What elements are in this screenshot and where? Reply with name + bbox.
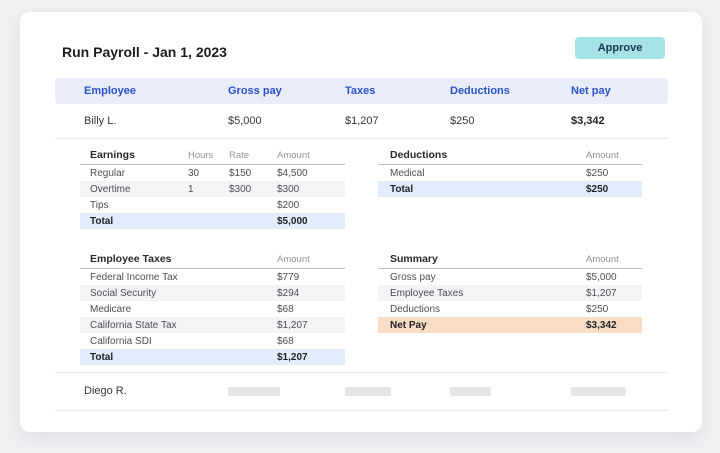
row-label: Total xyxy=(90,352,114,363)
column-header-deductions: Deductions xyxy=(450,85,510,97)
divider xyxy=(55,410,668,411)
placeholder-bar-gross-pay xyxy=(228,387,280,396)
row-amount: $5,000 xyxy=(277,216,308,227)
row-amount: $250 xyxy=(586,168,609,179)
table-row: Medicare $68 xyxy=(80,301,345,317)
placeholder-bar-taxes xyxy=(345,387,391,396)
row-amount: $300 xyxy=(277,184,300,195)
row-amount: $5,000 xyxy=(586,272,617,283)
table-row: California State Tax $1,207 xyxy=(80,317,345,333)
divider xyxy=(55,138,668,139)
row-label: Medical xyxy=(390,168,425,179)
table-row: California SDI $68 xyxy=(80,333,345,349)
payroll-card: Run Payroll - Jan 1, 2023 Approve Employ… xyxy=(20,12,702,432)
table-row: Deductions $250 xyxy=(378,301,642,317)
table-total-row: Total $250 xyxy=(378,181,642,197)
row-label: Gross pay xyxy=(390,272,436,283)
row-label: Deductions xyxy=(390,304,441,315)
earnings-col-hours: Hours xyxy=(188,150,214,161)
table-row: Overtime 1 $300 $300 xyxy=(80,181,345,197)
row-label: Net Pay xyxy=(390,320,427,331)
employee-name: Diego R. xyxy=(84,385,127,397)
row-amount: $4,500 xyxy=(277,168,308,179)
net-pay-row: Net Pay $3,342 xyxy=(378,317,642,333)
row-amount: $250 xyxy=(586,184,609,195)
row-label: Medicare xyxy=(90,304,132,315)
earnings-table-header: Earnings Hours Rate Amount xyxy=(80,146,345,165)
row-label: Federal Income Tax xyxy=(90,272,178,283)
deductions-value: $250 xyxy=(450,115,475,127)
summary-table-header: Summary Amount xyxy=(378,250,642,269)
summary-col-amount: Amount xyxy=(586,254,619,265)
summary-table: Summary Amount Gross pay $5,000 Employee… xyxy=(378,250,642,333)
earnings-table: Earnings Hours Rate Amount Regular 30 $1… xyxy=(80,146,345,229)
row-label: Social Security xyxy=(90,288,157,299)
employee-row-diego[interactable]: Diego R. xyxy=(55,372,668,410)
row-amount: $250 xyxy=(586,304,609,315)
row-label: Overtime xyxy=(90,184,131,195)
row-label: Employee Taxes xyxy=(390,288,464,299)
net-pay-value: $3,342 xyxy=(571,115,605,127)
row-label: California SDI xyxy=(90,336,152,347)
employee-taxes-title: Employee Taxes xyxy=(90,253,172,265)
taxes-value: $1,207 xyxy=(345,115,379,127)
row-amount: $1,207 xyxy=(277,352,308,363)
row-hours: 1 xyxy=(188,184,194,195)
row-rate: $300 xyxy=(229,184,252,195)
row-label: California State Tax xyxy=(90,320,177,331)
row-amount: $1,207 xyxy=(586,288,617,299)
row-amount: $68 xyxy=(277,304,294,315)
summary-title: Summary xyxy=(390,253,438,265)
employee-taxes-table: Employee Taxes Amount Federal Income Tax… xyxy=(80,250,345,365)
deductions-table: Deductions Amount Medical $250 Total $25… xyxy=(378,146,642,197)
deductions-col-amount: Amount xyxy=(586,150,619,161)
column-header-gross-pay: Gross pay xyxy=(228,85,282,97)
table-row: Medical $250 xyxy=(378,165,642,181)
row-amount: $779 xyxy=(277,272,300,283)
row-rate: $150 xyxy=(229,168,252,179)
row-label: Total xyxy=(90,216,114,227)
row-amount: $200 xyxy=(277,200,300,211)
row-amount: $1,207 xyxy=(277,320,308,331)
row-amount: $294 xyxy=(277,288,300,299)
row-label: Total xyxy=(390,184,414,195)
earnings-title: Earnings xyxy=(90,149,135,161)
employee-name: Billy L. xyxy=(84,115,117,127)
placeholder-bar-net-pay xyxy=(571,387,626,396)
employee-taxes-table-header: Employee Taxes Amount xyxy=(80,250,345,269)
placeholder-bar-deductions xyxy=(450,387,491,396)
deductions-table-header: Deductions Amount xyxy=(378,146,642,165)
table-row: Gross pay $5,000 xyxy=(378,269,642,285)
approve-button[interactable]: Approve xyxy=(575,37,665,59)
column-header-employee: Employee xyxy=(84,85,136,97)
column-header-net-pay: Net pay xyxy=(571,85,611,97)
payroll-table-header: Employee Gross pay Taxes Deductions Net … xyxy=(55,78,668,104)
table-row: Employee Taxes $1,207 xyxy=(378,285,642,301)
table-row: Social Security $294 xyxy=(80,285,345,301)
row-label: Tips xyxy=(90,200,109,211)
row-hours: 30 xyxy=(188,168,200,179)
earnings-col-rate: Rate xyxy=(229,150,250,161)
page-title: Run Payroll - Jan 1, 2023 xyxy=(62,44,227,60)
table-row: Federal Income Tax $779 xyxy=(80,269,345,285)
column-header-taxes: Taxes xyxy=(345,85,376,97)
row-label: Regular xyxy=(90,168,126,179)
gross-pay-value: $5,000 xyxy=(228,115,262,127)
employee-row-billy[interactable]: Billy L. $5,000 $1,207 $250 $3,342 xyxy=(55,104,668,138)
row-amount: $68 xyxy=(277,336,294,347)
earnings-col-amount: Amount xyxy=(277,150,310,161)
deductions-title: Deductions xyxy=(390,149,448,161)
row-amount: $3,342 xyxy=(586,320,617,331)
table-row: Tips $200 xyxy=(80,197,345,213)
table-total-row: Total $1,207 xyxy=(80,349,345,365)
table-row: Regular 30 $150 $4,500 xyxy=(80,165,345,181)
table-total-row: Total $5,000 xyxy=(80,213,345,229)
employee-taxes-col-amount: Amount xyxy=(277,254,310,265)
divider xyxy=(55,372,668,373)
